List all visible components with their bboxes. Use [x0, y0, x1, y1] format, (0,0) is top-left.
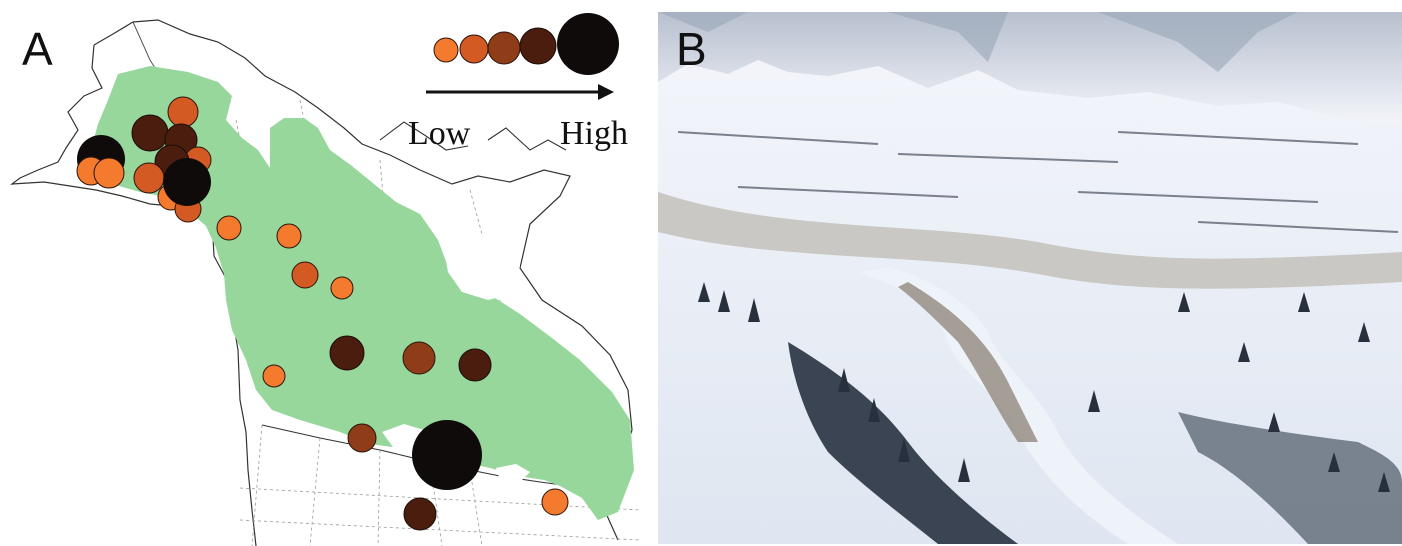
mountain-shadows — [658, 12, 1298, 72]
panel-b-letter: B — [676, 23, 707, 75]
legend-low-label: Low — [408, 115, 471, 152]
site-circle — [93, 157, 125, 189]
site-circle — [131, 114, 169, 152]
map-panel-a: A Low High — [0, 0, 642, 546]
site-circle — [133, 162, 165, 194]
site-circle — [262, 364, 286, 388]
site-circle — [458, 348, 492, 382]
legend-circle-1 — [433, 37, 459, 63]
legend-circle-2 — [459, 34, 489, 64]
alaska-coast — [10, 44, 257, 546]
photo-panel-b: B — [658, 12, 1402, 544]
species-range — [82, 66, 634, 520]
legend-circle-5 — [557, 13, 619, 75]
legend-circle-4 — [519, 27, 557, 65]
shrub-strip — [898, 282, 1038, 442]
spruce-trees — [698, 282, 1390, 492]
site-circle — [329, 335, 365, 371]
hudson-bay — [442, 232, 520, 300]
site-circle — [402, 341, 436, 375]
panel-a-letter: A — [22, 23, 53, 75]
legend-arrow-head — [598, 84, 614, 100]
site-circle — [291, 261, 319, 289]
distant-treelines — [677, 131, 1399, 233]
snowy-valley-photo — [658, 12, 1402, 544]
site-circle — [403, 497, 437, 531]
site-circle — [167, 96, 199, 128]
arctic-islands — [379, 121, 567, 151]
valley-band — [658, 192, 1402, 289]
site-circle — [330, 276, 354, 300]
forest-belt-right — [1178, 412, 1402, 544]
north-america-map — [0, 0, 642, 546]
site-circle — [347, 423, 377, 453]
legend-high-label: High — [560, 115, 628, 152]
us-state-borders — [239, 424, 641, 546]
sampling-points — [76, 96, 569, 531]
legend-circle-3 — [487, 31, 521, 65]
site-circle — [163, 158, 211, 206]
site-circle — [412, 420, 482, 490]
abundance-legend — [426, 13, 619, 100]
site-circle — [541, 488, 569, 516]
site-circle — [216, 215, 242, 241]
coastline-outline — [93, 19, 633, 541]
site-circle — [276, 223, 302, 249]
